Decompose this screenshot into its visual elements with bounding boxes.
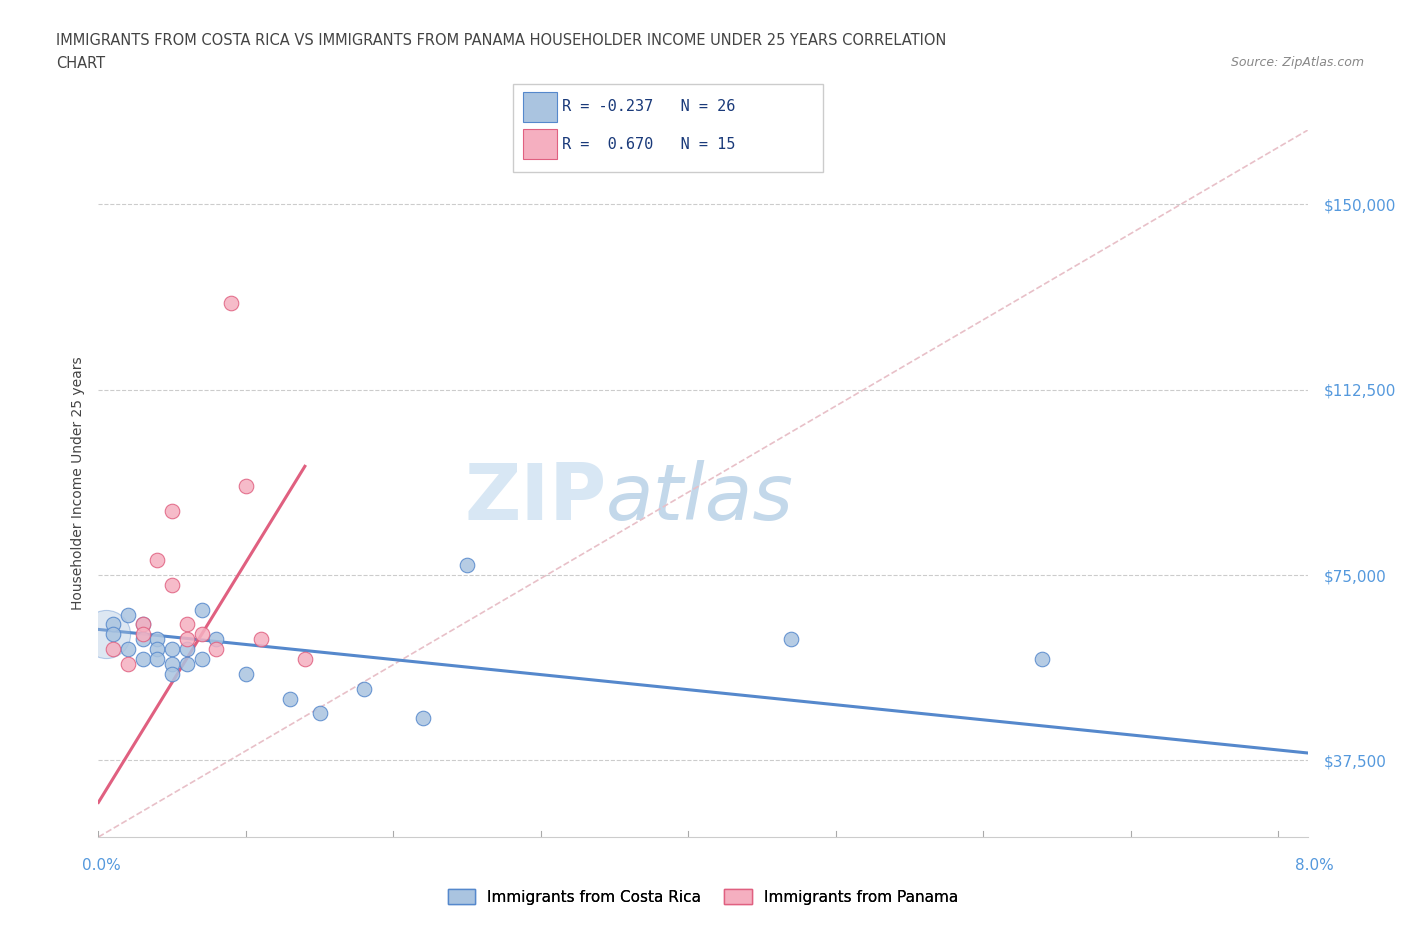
Point (205, 642, 228, 657)
Text: 8.0%: 8.0% (1295, 857, 1334, 872)
Point (117, 607, 139, 622)
Point (176, 617, 198, 631)
Text: atlas: atlas (606, 459, 794, 536)
Point (117, 657, 139, 671)
Point (146, 631, 169, 646)
Point (176, 631, 198, 646)
Point (94, 627, 117, 642)
Text: IMMIGRANTS FROM COSTA RICA VS IMMIGRANTS FROM PANAMA HOUSEHOLDER INCOME UNDER 25: IMMIGRANTS FROM COSTA RICA VS IMMIGRANTS… (56, 33, 946, 47)
Point (308, 706, 330, 721)
Point (131, 631, 153, 646)
Point (1031, 652, 1053, 667)
Point (205, 631, 228, 646)
Point (294, 652, 316, 667)
Point (780, 631, 803, 646)
Point (131, 617, 153, 631)
Y-axis label: Householder Income Under 25 years: Householder Income Under 25 years (70, 357, 84, 610)
Point (146, 652, 169, 667)
Point (117, 642, 139, 657)
Point (412, 711, 434, 725)
Point (160, 667, 183, 682)
Point (235, 667, 257, 682)
Point (160, 657, 183, 671)
Point (146, 642, 169, 657)
Text: R =  0.670   N = 15: R = 0.670 N = 15 (562, 137, 735, 152)
Point (101, 617, 124, 631)
Point (353, 682, 375, 697)
Point (249, 631, 271, 646)
Point (219, 296, 242, 311)
Point (160, 642, 183, 657)
Point (160, 578, 183, 592)
Text: 0.0%: 0.0% (82, 857, 121, 872)
Point (456, 558, 478, 573)
Point (101, 627, 124, 642)
Point (131, 652, 153, 667)
Point (176, 642, 198, 657)
Point (235, 479, 257, 494)
Text: ZIP: ZIP (464, 459, 606, 536)
Point (131, 617, 153, 631)
Legend: Immigrants from Costa Rica, Immigrants from Panama: Immigrants from Costa Rica, Immigrants f… (441, 883, 965, 910)
Point (160, 503, 183, 518)
Point (131, 627, 153, 642)
Point (278, 691, 301, 706)
Point (190, 652, 212, 667)
Point (146, 552, 169, 567)
Point (190, 627, 212, 642)
Point (101, 642, 124, 657)
Text: Source: ZipAtlas.com: Source: ZipAtlas.com (1230, 56, 1364, 69)
Text: CHART: CHART (56, 56, 105, 71)
Text: R = -0.237   N = 26: R = -0.237 N = 26 (562, 100, 735, 114)
Point (176, 657, 198, 671)
Point (190, 603, 212, 618)
